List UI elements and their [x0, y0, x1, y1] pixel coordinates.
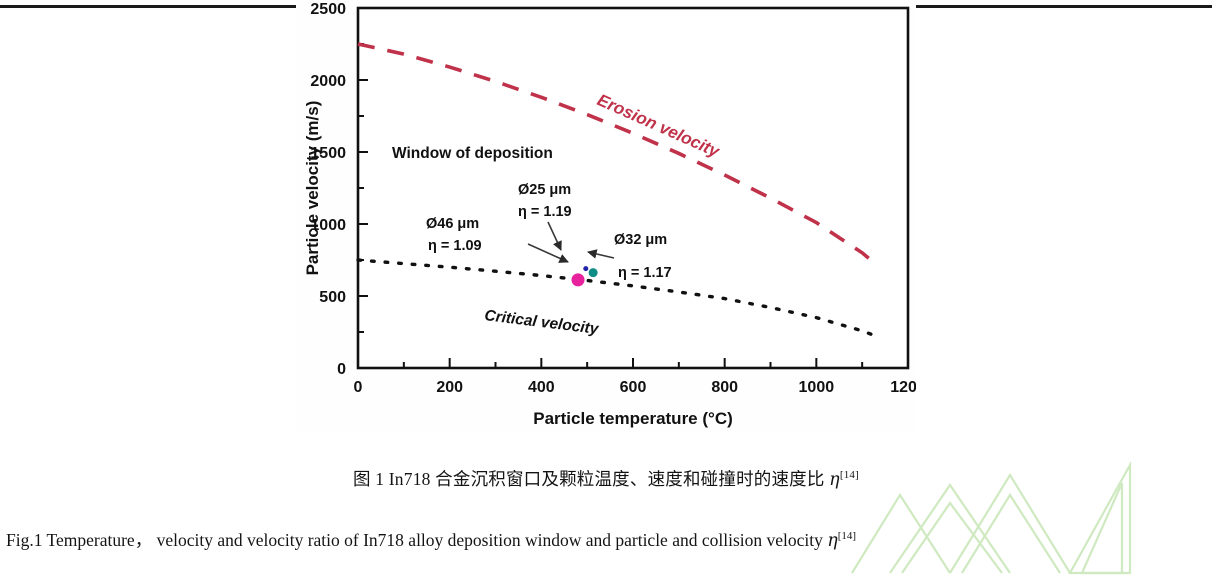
point-label-d46: Ø46 μm — [426, 216, 479, 232]
svg-text:200: 200 — [436, 379, 463, 396]
caption-en-text: Fig.1 Temperature， velocity and velocity… — [6, 530, 828, 550]
svg-text:1000: 1000 — [310, 217, 346, 234]
caption-en-eta: η — [827, 531, 838, 551]
caption-cn-text: 图 1 In718 合金沉积窗口及颗粒温度、速度和碰撞时的速度比 — [352, 469, 830, 489]
callout-arrows — [527, 221, 615, 263]
page-top-rule-right — [910, 5, 1212, 8]
caption-cn-eta: η — [829, 470, 840, 490]
data-points-layer — [571, 266, 598, 287]
svg-text:1500: 1500 — [310, 145, 346, 162]
x-axis-label: Particle temperature (°C) — [533, 409, 733, 428]
plot-frame — [356, 6, 910, 370]
point-eta-d46: η = 1.09 — [428, 238, 482, 254]
y-axis-label: Particle velocity (m/s) — [303, 101, 322, 276]
svg-text:400: 400 — [528, 379, 555, 396]
svg-text:2000: 2000 — [310, 73, 346, 90]
annotation-window-of-deposition: Window of deposition — [392, 145, 553, 162]
y-tick-labels: 0 500 1000 1500 2000 2500 — [310, 1, 346, 378]
svg-text:0: 0 — [354, 379, 363, 396]
caption-cn-ref: [14] — [839, 469, 859, 482]
svg-text:1000: 1000 — [799, 379, 835, 396]
caption-en-ref: [14] — [837, 530, 857, 543]
figure-caption-chinese: 图 1 In718 合金沉积窗口及颗粒温度、速度和碰撞时的速度比 η[14] — [0, 466, 1212, 491]
figure-caption-english: Fig.1 Temperature， velocity and velocity… — [6, 527, 1206, 552]
point-label-d32: Ø32 μm — [614, 232, 667, 248]
svg-text:600: 600 — [620, 379, 647, 396]
axis-ticks — [357, 7, 909, 369]
point-eta-d25: η = 1.19 — [518, 204, 572, 220]
point-label-d25: Ø25 μm — [518, 182, 571, 198]
point-eta-d32: η = 1.17 — [618, 265, 672, 281]
svg-text:800: 800 — [711, 379, 738, 396]
data-series-layer — [356, 42, 878, 338]
page-top-rule-left — [0, 5, 306, 8]
svg-text:0: 0 — [337, 361, 346, 378]
svg-text:2500: 2500 — [310, 1, 346, 18]
svg-text:500: 500 — [319, 289, 346, 306]
